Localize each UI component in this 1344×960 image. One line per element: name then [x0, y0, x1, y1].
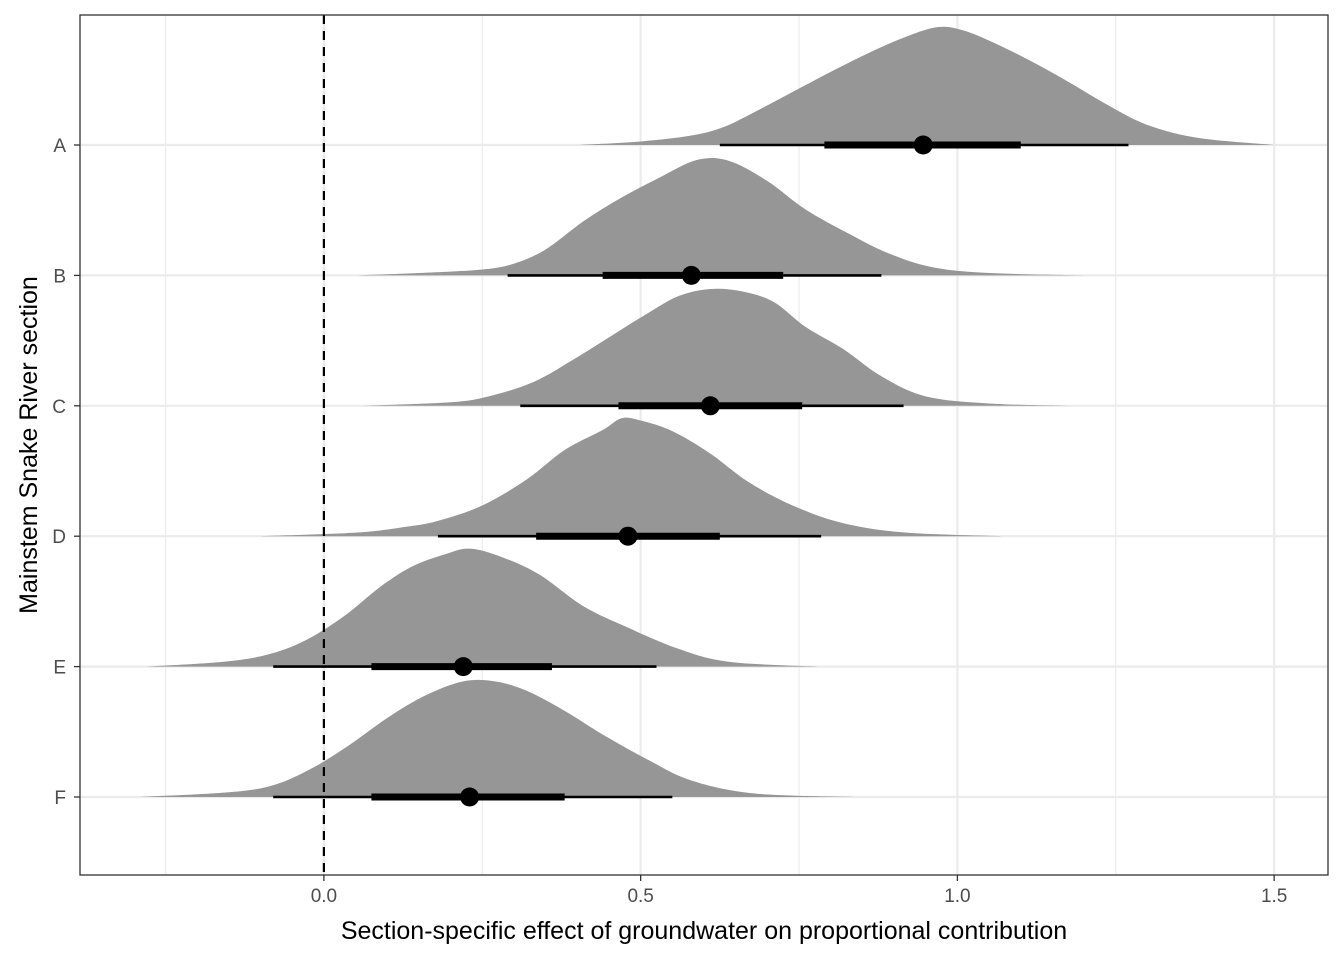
point-estimate-F	[460, 787, 480, 807]
density-layer	[140, 26, 1275, 797]
density-D	[260, 417, 1002, 537]
point-estimate-E	[453, 657, 473, 677]
y-tick-label-F: F	[54, 788, 66, 809]
y-tick-label-A: A	[53, 136, 66, 157]
interval-layer	[273, 135, 1129, 807]
point-estimate-D	[618, 526, 638, 546]
density-F	[140, 679, 857, 797]
density-E	[146, 548, 819, 667]
panel-border	[79, 14, 1329, 876]
point-estimate-C	[700, 396, 720, 416]
point-estimate-A	[913, 135, 933, 155]
density-A	[577, 26, 1275, 145]
y-tick-label-D: D	[52, 527, 66, 548]
axes: 0.0 0.5 1.0 1.5 A B C D E F	[52, 136, 1287, 907]
x-tick-label: 1.5	[1261, 886, 1287, 907]
y-tick-label-B: B	[53, 266, 66, 287]
y-axis-title: Mainstem Snake River section	[15, 276, 43, 614]
point-estimate-B	[681, 265, 701, 285]
y-tick-label-E: E	[53, 658, 66, 679]
y-tick-label-C: C	[52, 397, 66, 418]
x-tick-label: 1.0	[944, 886, 970, 907]
x-tick-label: 0.5	[627, 886, 653, 907]
density-C	[361, 288, 1072, 406]
x-tick-label: 0.0	[311, 886, 337, 907]
x-axis-title: Section-specific effect of groundwater o…	[341, 917, 1067, 945]
density-B	[355, 157, 1085, 276]
